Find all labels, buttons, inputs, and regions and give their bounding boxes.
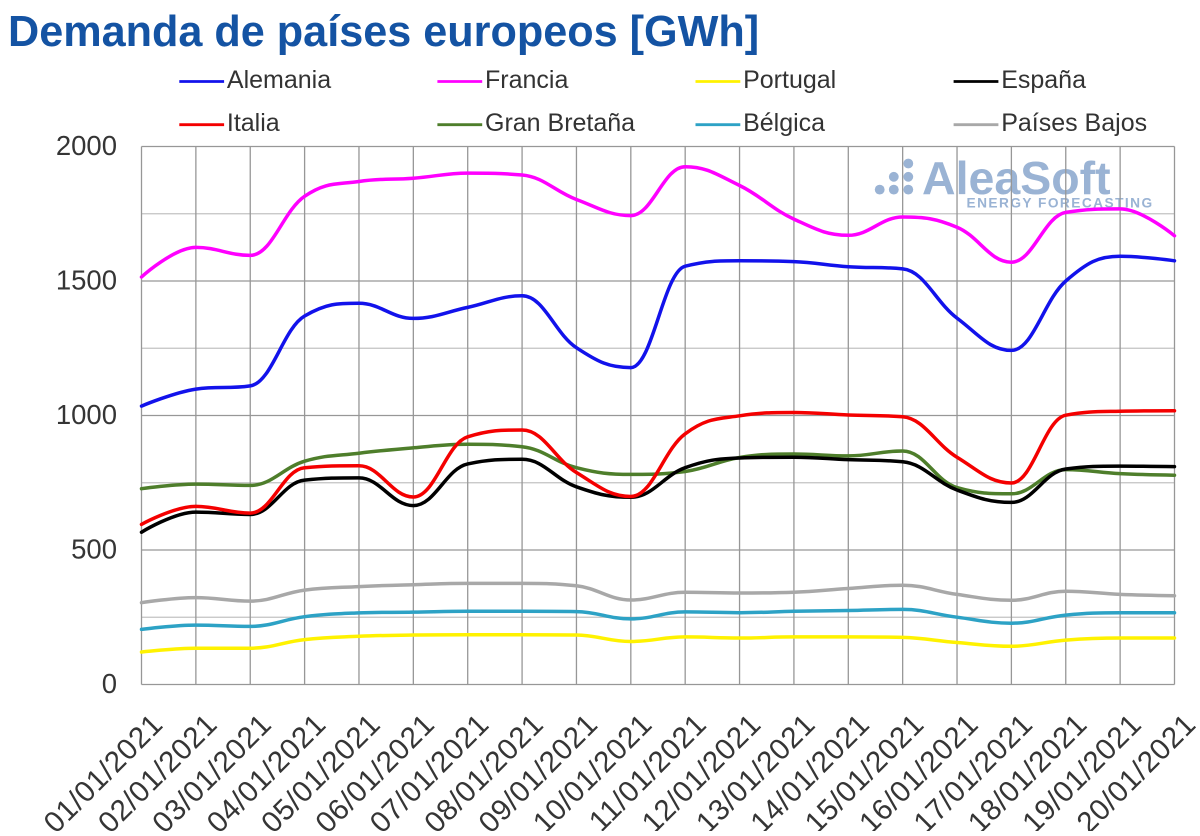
svg-text:Francia: Francia xyxy=(485,66,568,94)
svg-text:Portugal: Portugal xyxy=(743,66,836,94)
svg-text:Países Bajos: Países Bajos xyxy=(1001,109,1147,137)
svg-text:ENERGY FORECASTING: ENERGY FORECASTING xyxy=(967,196,1154,211)
svg-text:2000: 2000 xyxy=(56,130,117,161)
svg-text:España: España xyxy=(1001,66,1086,94)
svg-text:AleaSoft: AleaSoft xyxy=(922,152,1111,204)
svg-text:Bélgica: Bélgica xyxy=(743,109,825,137)
svg-text:500: 500 xyxy=(71,534,117,565)
svg-text:0: 0 xyxy=(102,668,117,699)
svg-text:Gran Bretaña: Gran Bretaña xyxy=(485,109,635,137)
svg-text:Alemania: Alemania xyxy=(227,66,331,94)
svg-text:1500: 1500 xyxy=(56,265,117,296)
svg-text:1000: 1000 xyxy=(56,399,117,430)
svg-text:Italia: Italia xyxy=(227,109,280,137)
